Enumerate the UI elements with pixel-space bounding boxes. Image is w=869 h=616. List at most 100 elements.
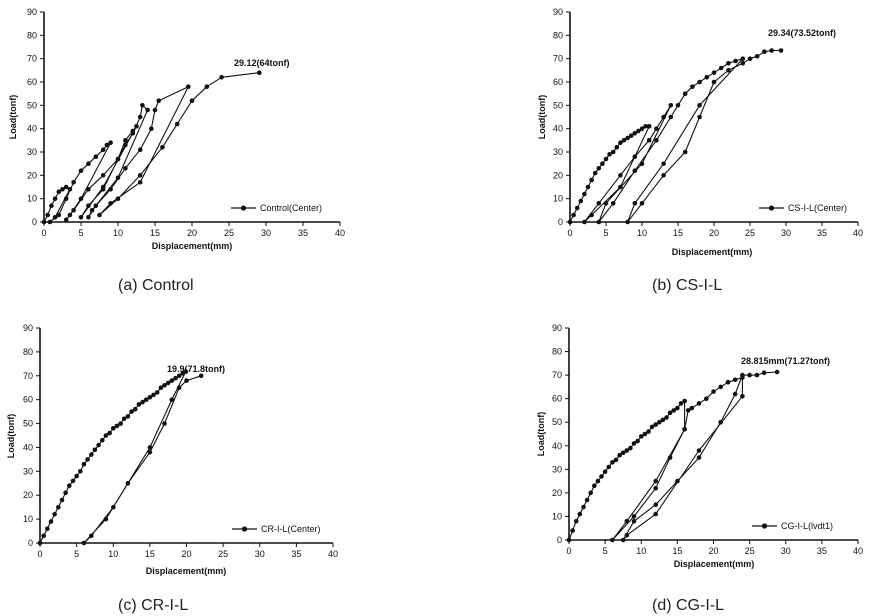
data-point bbox=[137, 114, 143, 120]
data-point bbox=[152, 107, 158, 113]
data-point bbox=[628, 445, 633, 451]
data-point bbox=[60, 187, 65, 192]
data-point bbox=[618, 184, 623, 190]
data-point bbox=[631, 514, 637, 519]
x-tick-label: 20 bbox=[709, 228, 719, 238]
data-point bbox=[145, 107, 150, 113]
data-point bbox=[718, 65, 724, 71]
data-point bbox=[596, 201, 602, 206]
data-point bbox=[86, 187, 91, 192]
data-point bbox=[631, 518, 637, 524]
panel-caption: (a) Control bbox=[118, 277, 194, 294]
data-point bbox=[653, 511, 658, 517]
y-tick-label: 90 bbox=[553, 7, 563, 17]
y-tick-label: 20 bbox=[23, 490, 33, 500]
x-axis-label: Displacement(mm) bbox=[146, 566, 227, 576]
y-tick-label: 70 bbox=[553, 54, 563, 64]
data-point bbox=[732, 391, 738, 397]
data-point bbox=[100, 147, 106, 152]
data-point bbox=[89, 533, 94, 539]
data-point bbox=[158, 385, 164, 391]
x-axis-label: Displacement(mm) bbox=[672, 247, 753, 257]
data-point bbox=[97, 212, 102, 218]
data-point bbox=[596, 166, 602, 171]
y-tick-label: 60 bbox=[27, 77, 37, 87]
data-point bbox=[642, 431, 648, 437]
data-point bbox=[183, 369, 189, 374]
y-tick-label: 10 bbox=[27, 194, 37, 204]
x-tick-label: 35 bbox=[291, 549, 301, 559]
data-point bbox=[52, 512, 57, 517]
y-tick-label: 40 bbox=[27, 124, 37, 134]
data-point bbox=[169, 397, 175, 403]
legend: CR-I-L(Center) bbox=[232, 524, 321, 534]
data-point bbox=[107, 430, 112, 436]
data-point bbox=[100, 173, 106, 178]
y-axis-label: Load(tonf) bbox=[8, 95, 18, 139]
data-point bbox=[643, 124, 648, 129]
data-point bbox=[121, 416, 127, 422]
data-point bbox=[664, 415, 669, 420]
data-point bbox=[603, 201, 609, 206]
data-point bbox=[620, 537, 626, 543]
y-tick-label: 30 bbox=[27, 147, 37, 157]
data-point bbox=[581, 504, 586, 510]
data-point bbox=[147, 445, 153, 450]
data-point bbox=[103, 433, 109, 438]
data-point bbox=[740, 372, 745, 378]
data-point bbox=[67, 483, 72, 489]
panel-caption: (d) CG-I-L bbox=[652, 597, 724, 614]
data-point bbox=[574, 205, 580, 211]
data-point bbox=[668, 103, 674, 108]
data-point bbox=[140, 399, 145, 405]
data-point bbox=[49, 203, 54, 208]
data-point bbox=[582, 191, 587, 197]
y-tick-label: 30 bbox=[23, 466, 33, 476]
legend-label: Control(Center) bbox=[260, 203, 322, 213]
x-tick-label: 25 bbox=[745, 228, 755, 238]
x-tick-label: 35 bbox=[817, 228, 827, 238]
data-point bbox=[137, 147, 143, 152]
data-point bbox=[174, 121, 180, 127]
data-point bbox=[607, 152, 612, 157]
x-tick-label: 30 bbox=[781, 228, 791, 238]
data-point bbox=[628, 133, 634, 138]
x-tick-label: 0 bbox=[41, 228, 46, 238]
data-point bbox=[78, 196, 84, 201]
data-point bbox=[696, 401, 702, 406]
y-tick-label: 20 bbox=[552, 488, 562, 498]
data-point bbox=[570, 528, 575, 533]
data-point bbox=[176, 373, 182, 379]
data-point bbox=[696, 448, 702, 453]
data-point bbox=[204, 84, 210, 89]
data-point bbox=[189, 98, 195, 103]
data-point bbox=[45, 526, 50, 531]
data-point bbox=[588, 490, 593, 496]
data-point bbox=[151, 392, 156, 398]
data-point bbox=[632, 168, 638, 173]
data-point bbox=[149, 126, 154, 131]
data-point bbox=[78, 469, 83, 474]
y-tick-label: 90 bbox=[27, 7, 37, 17]
data-point bbox=[67, 212, 73, 218]
data-point bbox=[81, 540, 87, 546]
y-tick-label: 90 bbox=[552, 323, 562, 333]
data-point bbox=[675, 478, 680, 484]
data-point bbox=[589, 212, 594, 218]
data-point bbox=[63, 196, 69, 201]
legend-label: CG-I-L(lvdt1) bbox=[781, 521, 833, 531]
data-point bbox=[661, 173, 666, 178]
data-point bbox=[621, 138, 627, 143]
y-tick-label: 10 bbox=[552, 511, 562, 521]
x-tick-label: 10 bbox=[637, 228, 647, 238]
data-point bbox=[606, 464, 611, 470]
data-point bbox=[63, 184, 69, 190]
data-point bbox=[635, 438, 640, 444]
data-point bbox=[696, 455, 702, 460]
data-point bbox=[725, 379, 731, 385]
y-tick-label: 70 bbox=[552, 370, 562, 380]
data-point bbox=[589, 177, 594, 183]
data-point bbox=[675, 405, 680, 411]
x-tick-label: 40 bbox=[853, 228, 863, 238]
data-point bbox=[123, 166, 128, 171]
